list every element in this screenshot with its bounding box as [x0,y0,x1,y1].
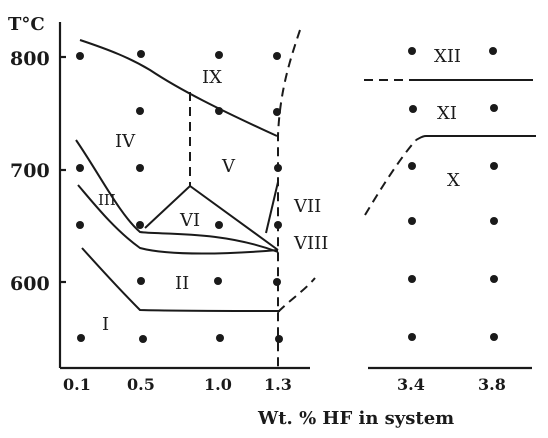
point [409,105,417,113]
point [215,107,223,115]
region-label-iv: IV [115,131,136,152]
boundary-ix-upper [79,39,278,137]
point [274,164,282,172]
region-label-xi: XI [437,103,457,124]
x-tick-3.4: 3.4 [397,375,425,394]
point [216,334,224,342]
x-tick-1.3: 1.3 [264,375,292,394]
region-label-vii: VII [293,196,321,217]
boundary-iv-vi [75,139,279,253]
boundary-iii [77,184,279,255]
point [136,164,144,172]
left-panel-axes [58,22,310,370]
point [273,108,281,116]
point [215,51,223,59]
point [77,334,85,342]
y-tick-700: 700 [10,160,50,182]
region-label-iii: III [98,191,116,209]
data-points [76,47,498,343]
point [490,333,498,341]
point [408,47,416,55]
phase-boundaries-right [415,79,536,141]
boundary-x-xi [415,135,536,141]
point [273,52,281,60]
point [490,162,498,170]
phase-boundaries-left [75,39,281,312]
boundary-i-ii [81,247,281,312]
point [489,47,497,55]
x-tick-0.1: 0.1 [63,375,91,394]
point [490,104,498,112]
dashed-boundaries [189,29,418,368]
point [76,221,84,229]
point [136,107,144,115]
boundary-vii [265,181,279,234]
point [408,275,416,283]
dashed-x-left [364,139,417,216]
point [137,50,145,58]
point [273,278,281,286]
region-label-ix: IX [202,67,222,88]
x-tick-3.8: 3.8 [478,375,506,394]
point [408,333,416,341]
point [490,217,498,225]
region-label-vi: VI [179,210,200,231]
point [408,217,416,225]
point [215,221,223,229]
y-axis-title: T°C [8,14,45,35]
point [490,275,498,283]
x-tick-1.0: 1.0 [204,375,232,394]
x-axis-title: Wt. % HF in system [257,408,454,429]
point [408,162,416,170]
point [137,277,145,285]
region-label-ii: II [175,273,189,294]
point [214,277,222,285]
point [275,335,283,343]
x-tick-0.5: 0.5 [127,375,155,394]
point [76,164,84,172]
y-tick-800: 800 [10,48,50,70]
region-label-x: X [447,170,460,191]
dashed-right-edge [277,29,301,368]
point [139,335,147,343]
region-label-i: I [102,314,109,335]
point [76,52,84,60]
boundary-vi-upper [144,184,279,251]
region-label-xii: XII [434,46,461,67]
point [274,221,282,229]
region-label-viii: VIII [293,233,328,254]
region-label-v: V [221,156,236,177]
dashed-lower-right [277,277,316,313]
y-tick-600: 600 [10,273,50,295]
point [136,221,144,229]
